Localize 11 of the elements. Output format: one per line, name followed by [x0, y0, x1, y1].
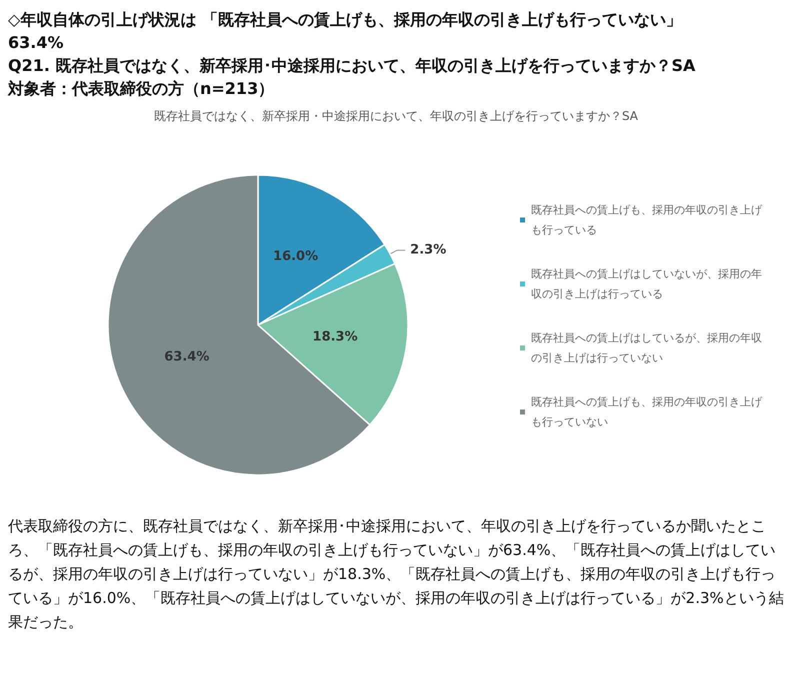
- legend-label: 既存社員への賃上げも、採用の年収の引き上げも行っていない: [531, 396, 763, 428]
- legend-label: 既存社員への賃上げはしているが、採用の年収の引き上げは行っていない: [531, 332, 762, 364]
- data-label: 2.3%: [410, 242, 446, 258]
- legend-label: 既存社員への賃上げはしていないが、採用の年収の引き上げは行っている: [531, 268, 762, 300]
- data-label: 63.4%: [164, 349, 210, 364]
- data-label: 18.3%: [312, 329, 358, 344]
- legend-label: 既存社員への賃上げも、採用の年収の引き上げも行っている: [531, 204, 763, 236]
- text: 代表取締役の方に、既存社員ではなく、新卒採用･中途採用において、年収の引き上げを行っているか聞いたところ、「既存社員への賃上げも、採用の年収の引き上げも行っていない」が63.4%、「既存社員への賃上げはしているが、採用の年収の引き上げは行っていない」が18.3%、「既存社員への賃上げも、採用の年収の引き上げも行っている」が16.0%、「既存社員への賃上げはしていないが、採用の年収の引き上げは行っている」が2.3%という結果だった。: [8, 516, 784, 633]
- data-label: 16.0%: [273, 249, 318, 264]
- chart-subtitle: 既存社員ではなく、新卒採用・中途採用において、年収の引き上げを行っていますか？SA: [154, 109, 639, 123]
- chart-title: ◇年収自体の引上げ状況は 「既存社員への賃上げも、採用の年収の引き上げも行っていない」 63.4% Q21. 既存社員ではなく、新卒採用･中途採用において、年収の引き上げを行っていますか？SA 対象者：代表取締役の方（n=213）: [8, 9, 696, 100]
